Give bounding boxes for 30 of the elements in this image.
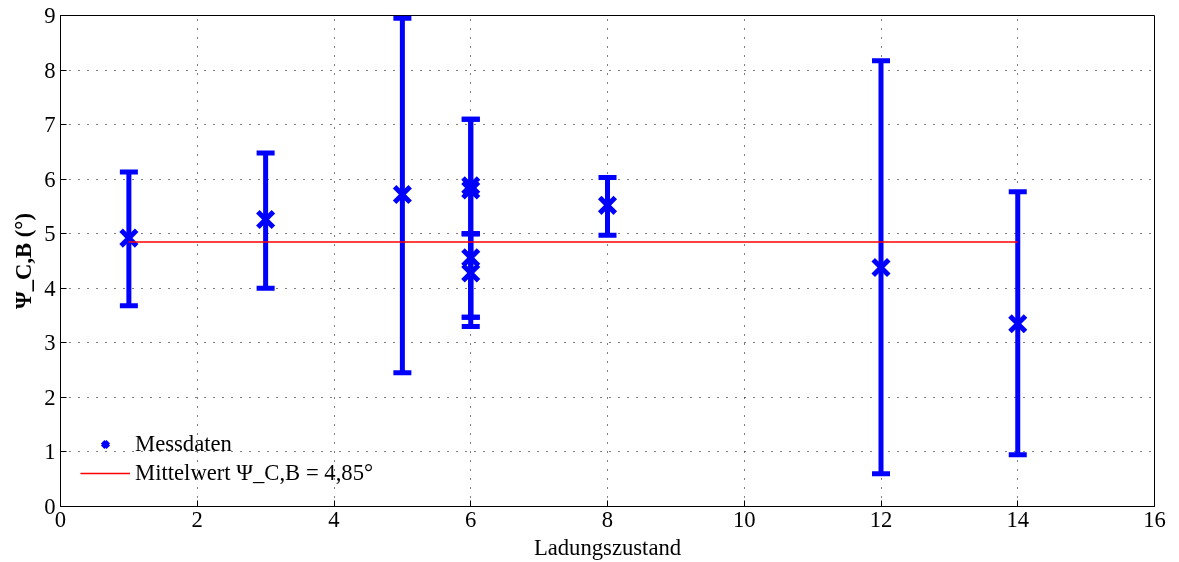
x-tick-label: 6 [465, 506, 477, 532]
x-tick-label: 14 [1006, 506, 1030, 532]
point [460, 262, 482, 284]
point [255, 209, 276, 230]
legend-label: Messdaten [135, 431, 232, 457]
y-tick-label: 1 [44, 439, 56, 465]
point [460, 247, 482, 268]
y-tick-label: 7 [44, 112, 56, 138]
point [1007, 313, 1029, 335]
x-tick-label: 12 [869, 506, 893, 532]
y-tick-label: 2 [44, 384, 56, 410]
x-tick-label: 10 [732, 506, 756, 532]
y-tick-label: 6 [44, 166, 56, 192]
y-tick-label: 8 [44, 57, 56, 83]
x-tick-label: 16 [1143, 506, 1166, 532]
point [460, 179, 482, 201]
y-tick-label: 9 [44, 3, 56, 28]
x-tick-label: 8 [601, 506, 614, 532]
point [392, 184, 413, 205]
y-tick-label: 5 [44, 221, 56, 247]
x-tick-label: 4 [328, 506, 340, 532]
point [597, 195, 618, 216]
y-tick-label: 3 [44, 330, 56, 356]
y-tick-label: 4 [44, 275, 56, 301]
point [118, 227, 140, 249]
legend-label: Mittelwert Ψ_C,B = 4,85° [135, 460, 374, 486]
x-axis-title: Ladungszustand [533, 534, 682, 560]
x-tick-label: 2 [191, 506, 203, 532]
point [870, 257, 892, 278]
y-axis-title: Ψ_C,B (°) [11, 213, 37, 309]
